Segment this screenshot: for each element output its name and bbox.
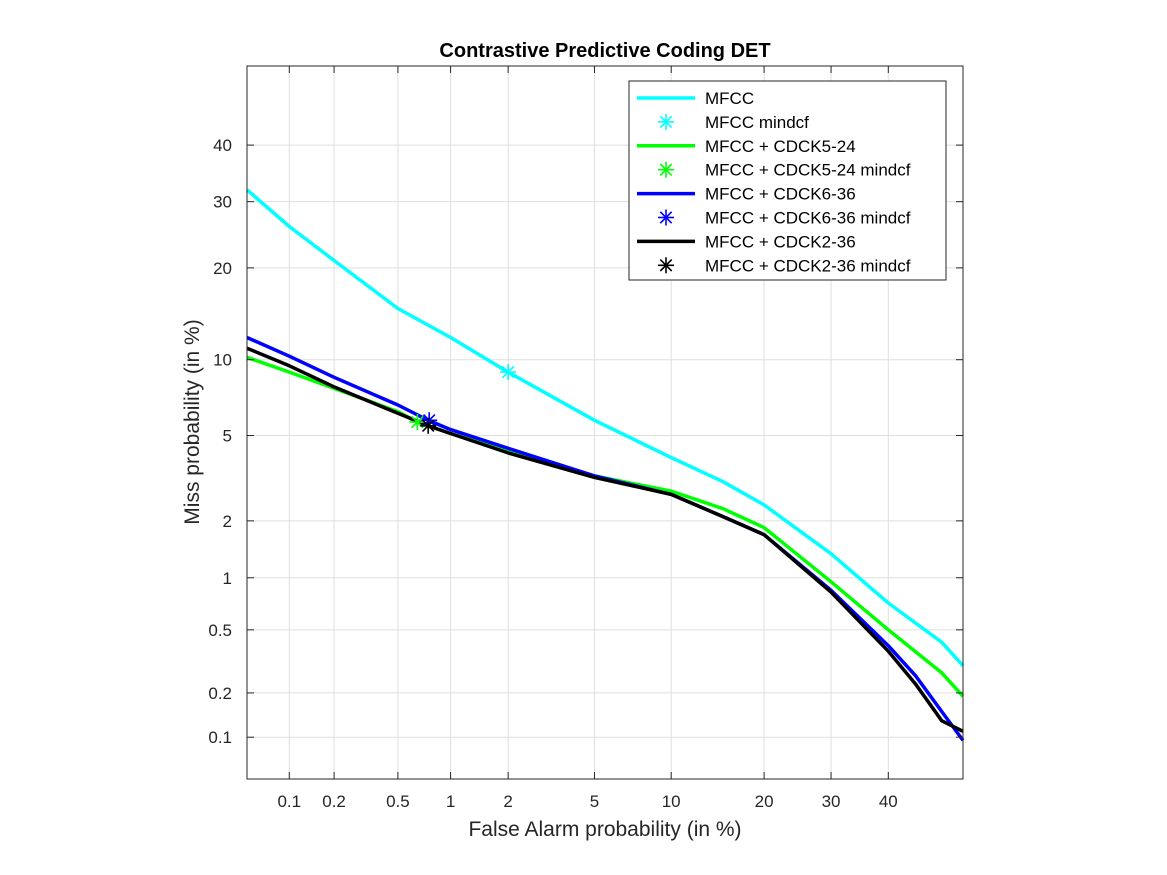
legend-marker-3 [658,209,674,226]
x-tick-label: 30 [822,792,841,811]
mindcf-marker-4 [420,417,437,434]
y-tick-label: 0.1 [208,728,232,747]
x-tick-label: 0.5 [386,792,410,811]
mindcf-markers [409,364,517,434]
x-tick-label: 1 [446,792,455,811]
legend: MFCC MFCC mindcf MFCC + CDCK5-24 MFCC + CDC… [628,80,947,281]
chart-title: Contrastive Predictive Coding DET [439,40,770,62]
y-tick-label: 1 [223,569,232,588]
y-tick-label: 10 [213,351,232,370]
series-lines [245,188,965,742]
legend-label-3: MFCC + CDCK6-36 [705,185,856,204]
legend-marker-4 [658,257,674,274]
legend-label-2: MFCC + CDCK5-24 [705,137,856,156]
series-line-1 [245,188,965,667]
legend-marker-label-3: MFCC + CDCK6-36 mindcf [705,209,911,228]
legend-box [628,80,947,281]
y-tick-label: 30 [213,193,232,212]
x-axis-label: False Alarm probability (in %) [468,818,741,841]
legend-marker-label-4: MFCC + CDCK2-36 mindcf [705,256,911,275]
legend-marker-label-1: MFCC mindcf [705,113,809,132]
grid [247,66,963,779]
y-tick-label: 0.2 [208,684,232,703]
x-tick-label: 10 [662,792,681,811]
y-tick-label: 0.5 [208,621,232,640]
legend-marker-label-2: MFCC + CDCK5-24 mindcf [705,161,911,180]
series-line-4 [246,346,964,733]
x-tick-label: 2 [503,792,512,811]
x-tick-label: 0.1 [277,792,301,811]
y-tick-label: 5 [223,427,232,446]
axis-ticks: 0.1 0.2 0.5 1 2 5 10 20 30 40 0.1 0.2 0.5 1 2 5 10 20 30 40 [208,66,963,811]
y-tick-label: 20 [213,259,232,278]
legend-label-4: MFCC + CDCK2-36 [705,232,856,251]
x-tick-label: 40 [879,792,898,811]
x-tick-label: 0.2 [322,792,346,811]
legend-marker-2 [658,161,674,178]
mindcf-marker-1 [500,364,517,381]
y-tick-label: 40 [213,136,232,155]
mindcf-marker-2 [409,414,426,431]
y-axis-label: Miss probability (in %) [181,319,204,524]
legend-marker-1 [658,113,674,130]
legend-label-1: MFCC [705,89,754,108]
x-tick-label: 20 [755,792,774,811]
y-tick-label: 2 [223,512,232,531]
plot-frame [246,65,964,780]
x-tick-label: 5 [590,792,599,811]
